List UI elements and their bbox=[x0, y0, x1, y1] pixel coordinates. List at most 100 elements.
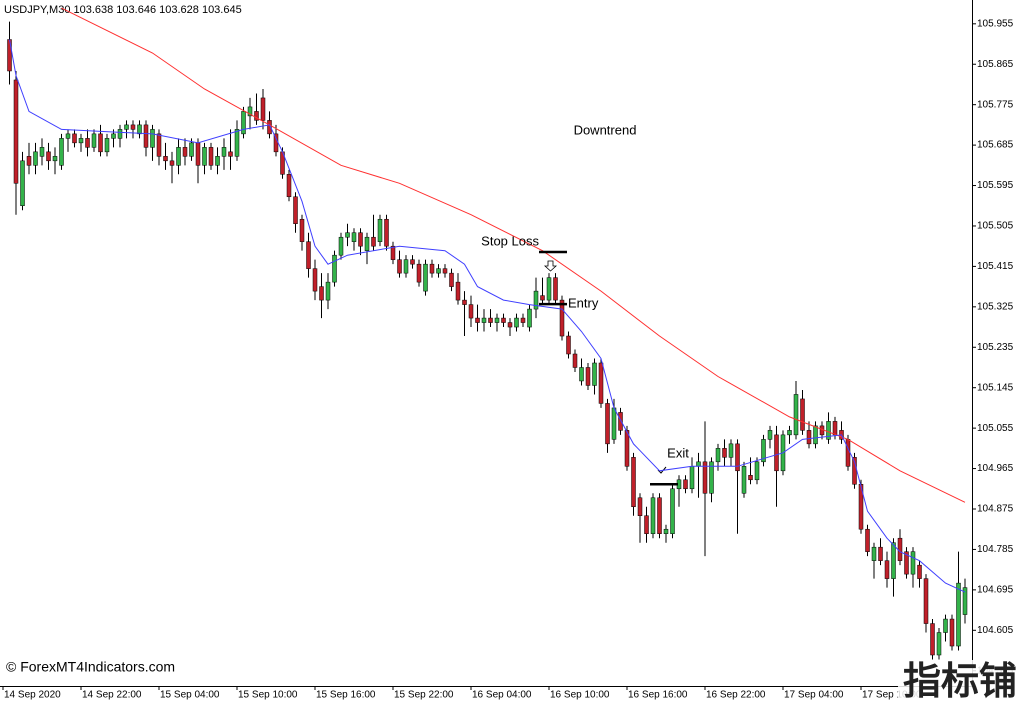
candle-body bbox=[312, 268, 318, 292]
candle-body bbox=[371, 236, 376, 247]
candle-body bbox=[683, 479, 688, 490]
candle-body bbox=[111, 133, 116, 139]
candle-body bbox=[806, 430, 812, 445]
candle-body bbox=[85, 138, 90, 148]
candle-body bbox=[410, 259, 415, 265]
candle-body bbox=[195, 142, 201, 166]
x-tick-label: 15 Sep 22:00 bbox=[394, 690, 454, 701]
candle-body bbox=[26, 156, 32, 166]
candle-body bbox=[800, 398, 805, 431]
candle-body bbox=[475, 317, 480, 323]
trend-label: Downtrend bbox=[574, 122, 637, 137]
candle-body bbox=[826, 421, 831, 440]
candle-body bbox=[150, 129, 155, 148]
level-label: Entry bbox=[568, 296, 599, 311]
candle-body bbox=[884, 560, 890, 579]
candle-body bbox=[611, 407, 617, 440]
x-tick-label: 14 Sep 22:00 bbox=[82, 690, 142, 701]
candle-body bbox=[98, 133, 103, 153]
candle-body bbox=[644, 515, 649, 534]
candle-body bbox=[104, 138, 110, 153]
candle-body bbox=[137, 124, 142, 135]
candle-body bbox=[910, 551, 916, 575]
candle-body bbox=[930, 623, 935, 656]
candle-body bbox=[917, 564, 922, 579]
candle-body bbox=[514, 317, 519, 328]
candle-body bbox=[72, 133, 77, 144]
candle-body bbox=[33, 151, 38, 166]
candle-body bbox=[390, 245, 396, 260]
candle-body bbox=[488, 317, 493, 323]
candle-body bbox=[241, 111, 246, 135]
candle-body bbox=[670, 488, 675, 534]
x-tick-label: 15 Sep 04:00 bbox=[160, 690, 220, 701]
candle-body bbox=[585, 367, 591, 386]
candle-body bbox=[319, 286, 324, 301]
candle-body bbox=[631, 457, 636, 508]
candle-body bbox=[748, 475, 753, 481]
plot-area: 105.955 105.865 105.775 105.685 105.595 105.5… bbox=[2, 7, 1014, 701]
candle-body bbox=[494, 317, 500, 323]
candle-body bbox=[143, 124, 149, 148]
sell-arrow bbox=[543, 260, 558, 272]
candle-body bbox=[787, 430, 792, 436]
candle-body bbox=[130, 124, 136, 130]
candle-body bbox=[663, 528, 669, 534]
candle-body bbox=[923, 578, 929, 624]
candle-body bbox=[332, 254, 337, 283]
x-tick-label: 15 Sep 16:00 bbox=[316, 690, 376, 701]
candle-body bbox=[429, 263, 435, 274]
candle-body bbox=[364, 236, 370, 251]
candle-body bbox=[325, 281, 331, 301]
candle-body bbox=[462, 299, 467, 305]
moving-average bbox=[61, 7, 966, 503]
candle-body bbox=[566, 335, 571, 355]
candle-body bbox=[377, 218, 383, 242]
candle-body bbox=[182, 147, 188, 157]
candle-body bbox=[728, 443, 734, 458]
candle-body bbox=[949, 618, 955, 647]
y-tick-label: 105.055 bbox=[977, 423, 1014, 434]
candle-body bbox=[598, 362, 604, 404]
candle-body bbox=[761, 439, 766, 463]
candle-body bbox=[59, 138, 64, 166]
candle-body bbox=[202, 147, 207, 166]
candle-body bbox=[553, 277, 558, 301]
candle-body bbox=[7, 39, 12, 72]
candle-body bbox=[741, 466, 747, 494]
candle-body bbox=[793, 394, 799, 436]
candle-body bbox=[247, 106, 253, 117]
candle-body bbox=[299, 218, 305, 242]
candle-body bbox=[306, 241, 311, 269]
candle-body bbox=[215, 156, 220, 166]
candle-body bbox=[832, 421, 838, 436]
candle-body bbox=[397, 259, 402, 274]
candle-body bbox=[936, 632, 942, 656]
x-tick-label: 16 Sep 04:00 bbox=[472, 690, 532, 701]
y-tick-label: 104.785 bbox=[977, 544, 1014, 555]
candle-body bbox=[267, 120, 272, 135]
y-tick-label: 104.605 bbox=[977, 625, 1014, 636]
x-tick-label: 17 Sep 04:00 bbox=[784, 690, 844, 701]
y-tick-label: 105.235 bbox=[977, 342, 1014, 353]
candle-body bbox=[878, 546, 883, 561]
candle-body bbox=[891, 542, 896, 579]
candle-body bbox=[735, 443, 740, 472]
candle-body bbox=[20, 160, 25, 207]
candle-body bbox=[579, 367, 584, 382]
candle-body bbox=[962, 587, 968, 615]
candle-body bbox=[845, 439, 851, 467]
candle-body bbox=[858, 484, 864, 530]
candle-body bbox=[13, 79, 19, 184]
candle-body bbox=[65, 133, 71, 139]
candle-body bbox=[507, 322, 513, 328]
candle-body bbox=[657, 497, 662, 534]
candle-body bbox=[709, 461, 714, 494]
x-tick-label: 16 Sep 22:00 bbox=[706, 690, 766, 701]
candle-body bbox=[208, 147, 214, 166]
x-tick-label: 14 Sep 2020 bbox=[4, 690, 61, 701]
y-tick-label: 105.505 bbox=[977, 221, 1014, 232]
level-label: Exit bbox=[667, 446, 689, 461]
